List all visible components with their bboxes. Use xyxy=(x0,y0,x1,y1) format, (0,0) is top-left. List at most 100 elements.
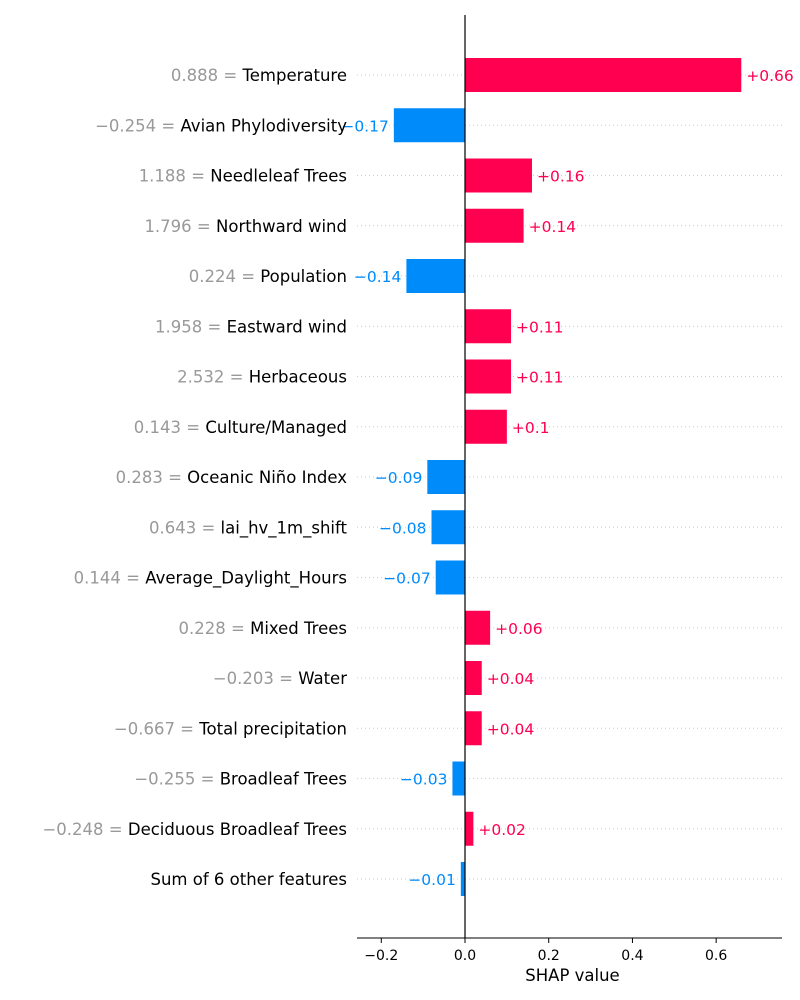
equals-sign: = xyxy=(181,418,205,437)
bar-negative xyxy=(393,108,465,143)
bar-positive xyxy=(465,58,742,92)
bars: +0.66 −0.17 +0.16 +0.14 −0.14 +0.11 +0.11 +0.1 −… xyxy=(341,58,794,896)
bar-value-label: +0.16 xyxy=(537,168,585,186)
bar-value-label: +0.66 xyxy=(746,67,794,85)
x-axis-title: SHAP value xyxy=(525,966,619,985)
equals-sign: = xyxy=(274,669,298,688)
feature-name: Needleleaf Trees xyxy=(210,167,347,186)
bar-value-label: −0.01 xyxy=(408,871,456,889)
feature-value: 2.532 xyxy=(177,368,224,387)
gridlines xyxy=(357,74,782,880)
bar-value-label: +0.06 xyxy=(495,620,542,638)
feature-name: Broadleaf Trees xyxy=(220,770,347,789)
x-tick-label: 0.6 xyxy=(705,948,727,964)
bar-value-label: −0.08 xyxy=(379,519,427,537)
bar-value-label: +0.1 xyxy=(512,419,550,437)
feature-label: 2.532 = Herbaceous xyxy=(177,368,347,387)
bar-positive xyxy=(465,610,491,645)
bar-negative xyxy=(406,259,465,293)
feature-value: 0.144 xyxy=(74,569,121,588)
feature-name: Culture/Managed xyxy=(205,418,347,437)
bar-value-label: +0.02 xyxy=(478,821,526,839)
bar-value-label: −0.14 xyxy=(354,268,402,286)
bar-value-label: −0.17 xyxy=(341,117,389,135)
equals-sign: = xyxy=(186,167,210,186)
equals-sign: = xyxy=(163,468,187,487)
feature-label: −0.248 = Deciduous Broadleaf Trees xyxy=(42,820,347,839)
feature-label: 0.228 = Mixed Trees xyxy=(179,619,348,638)
bar-negative xyxy=(427,460,465,494)
equals-sign: = xyxy=(218,66,242,85)
bar-positive xyxy=(465,208,524,243)
bar-positive xyxy=(465,309,512,344)
feature-name: Mixed Trees xyxy=(250,619,347,638)
bar-negative xyxy=(435,560,465,595)
feature-name: Total precipitation xyxy=(198,719,347,738)
equals-sign: = xyxy=(226,619,250,638)
feature-value: −0.203 xyxy=(213,669,274,688)
bar-positive xyxy=(465,158,532,193)
equals-sign: = xyxy=(224,368,248,387)
feature-label: −0.254 = Avian Phylodiversity xyxy=(95,116,347,135)
feature-label: 0.888 = Temperature xyxy=(171,66,347,85)
feature-label: 1.958 = Eastward wind xyxy=(155,317,347,336)
feature-name: Sum of 6 other features xyxy=(150,870,347,889)
feature-value: 0.143 xyxy=(134,418,181,437)
feature-name: Deciduous Broadleaf Trees xyxy=(128,820,347,839)
equals-sign: = xyxy=(202,317,226,336)
feature-name: Eastward wind xyxy=(227,317,347,336)
feature-label: −0.203 = Water xyxy=(213,669,347,688)
equals-sign: = xyxy=(121,569,145,588)
feature-value: −0.254 xyxy=(95,116,156,135)
feature-name: Avian Phylodiversity xyxy=(180,116,347,135)
feature-value: 0.643 xyxy=(149,518,196,537)
equals-sign: = xyxy=(195,770,219,789)
feature-value: 0.228 xyxy=(179,619,226,638)
feature-label: 0.224 = Population xyxy=(189,267,347,286)
equals-sign: = xyxy=(175,719,199,738)
bar-value-label: +0.11 xyxy=(516,369,564,387)
bar-negative xyxy=(431,510,465,545)
bar-value-label: −0.07 xyxy=(383,570,431,588)
feature-value: −0.248 xyxy=(42,820,103,839)
feature-name: Herbaceous xyxy=(249,368,347,387)
bar-value-label: +0.04 xyxy=(487,670,535,688)
row-labels: 0.888 = Temperature −0.254 = Avian Phylod… xyxy=(42,66,347,889)
feature-label: 1.188 = Needleleaf Trees xyxy=(139,167,347,186)
bar-value-label: +0.11 xyxy=(516,318,564,336)
bar-value-label: +0.14 xyxy=(529,218,577,236)
feature-name: Oceanic Niño Index xyxy=(187,468,347,487)
feature-name: Northward wind xyxy=(216,217,347,236)
feature-label: 0.283 = Oceanic Niño Index xyxy=(116,468,348,487)
feature-value: 0.224 xyxy=(189,267,236,286)
feature-label: −0.255 = Broadleaf Trees xyxy=(134,770,347,789)
bar-positive xyxy=(465,811,474,846)
feature-name: Water xyxy=(298,669,347,688)
feature-value: 1.188 xyxy=(139,167,186,186)
feature-label: 0.643 = lai_hv_1m_shift xyxy=(149,518,348,538)
feature-value: −0.667 xyxy=(114,719,175,738)
feature-value: 1.958 xyxy=(155,317,202,336)
bar-negative xyxy=(452,761,465,796)
feature-value: 0.888 xyxy=(171,66,218,85)
x-axis: −0.2 0.0 0.2 0.4 0.6 xyxy=(357,937,782,964)
bar-value-label: +0.04 xyxy=(487,720,535,738)
bar-value-label: −0.03 xyxy=(400,771,448,789)
bar-positive xyxy=(465,661,482,695)
x-tick-label: 0.0 xyxy=(454,948,476,964)
feature-value: 1.796 xyxy=(144,217,191,236)
bar-value-label: −0.09 xyxy=(375,469,423,487)
feature-label: Sum of 6 other features xyxy=(150,870,347,889)
equals-sign: = xyxy=(236,267,260,286)
feature-label: 0.143 = Culture/Managed xyxy=(134,418,347,437)
feature-label: 0.144 = Average_Daylight_Hours xyxy=(74,569,347,589)
feature-name: lai_hv_1m_shift xyxy=(221,518,348,538)
bar-positive xyxy=(465,711,482,746)
feature-name: Temperature xyxy=(241,66,347,85)
x-tick-label: 0.2 xyxy=(538,948,560,964)
bar-positive xyxy=(465,409,507,444)
feature-label: 1.796 = Northward wind xyxy=(144,217,347,236)
feature-value: −0.255 xyxy=(134,770,195,789)
equals-sign: = xyxy=(196,518,220,537)
